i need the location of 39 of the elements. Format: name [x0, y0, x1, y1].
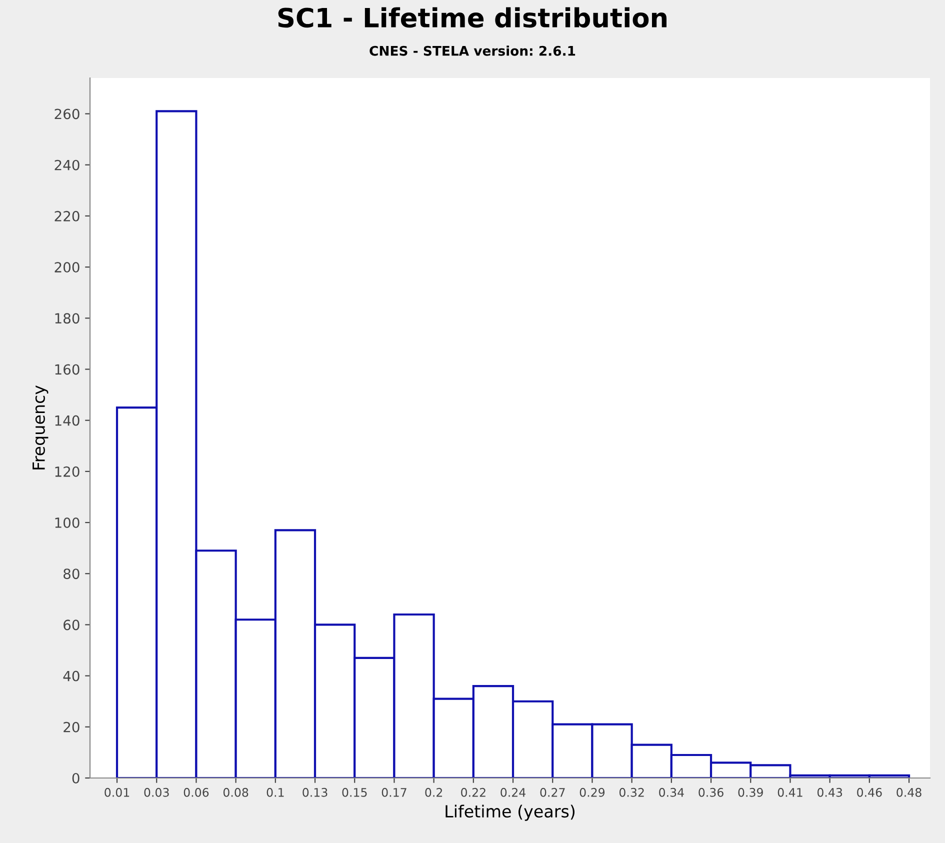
- x-tick-label: 0.41: [778, 788, 802, 797]
- y-tick-label: 0: [72, 772, 80, 784]
- y-tick-label: 140: [55, 415, 80, 426]
- y-tick-label: 80: [64, 568, 80, 580]
- x-tick-label: 0.43: [817, 788, 842, 797]
- chart-title: SC1 - Lifetime distribution: [278, 7, 666, 28]
- y-tick-label: 180: [55, 313, 80, 324]
- x-tick-label: 0.48: [896, 788, 922, 797]
- y-tick-label: 60: [64, 620, 80, 630]
- y-tick-label: 260: [54, 108, 80, 120]
- x-tick-label: 0.29: [580, 788, 605, 797]
- x-tick-label: 0.17: [382, 788, 406, 797]
- x-axis-title: Lifetime (years): [446, 804, 574, 821]
- y-tick-label: 120: [55, 466, 80, 477]
- y-tick-label: 20: [64, 722, 80, 732]
- y-tick-label: 100: [55, 517, 80, 528]
- chart-subtitle: CNES - STELA version: 2.6.1: [370, 46, 576, 56]
- x-tick-label: 0.34: [659, 788, 684, 797]
- x-tick-label: 0.13: [302, 788, 328, 797]
- x-tick-label: 0.2: [425, 788, 442, 797]
- x-tick-label: 0.03: [144, 788, 169, 797]
- x-tick-label: 0.22: [461, 788, 486, 797]
- y-tick-label: 160: [55, 364, 80, 375]
- x-tick-label: 0.32: [619, 788, 644, 797]
- y-tick-label: 240: [54, 160, 80, 170]
- x-tick-label: 0.08: [223, 788, 248, 797]
- x-tick-label: 0.01: [104, 788, 130, 797]
- x-tick-label: 0.46: [857, 788, 882, 797]
- y-tick-label: 200: [54, 262, 80, 273]
- x-tick-label: 0.1: [266, 788, 284, 797]
- x-tick-label: 0.36: [698, 788, 724, 797]
- y-axis-title: Frequency: [32, 385, 48, 470]
- x-tick-label: 0.39: [738, 788, 763, 797]
- y-tick-label: 220: [54, 210, 80, 222]
- y-tick-label: 40: [63, 670, 80, 682]
- x-tick-label: 0.15: [342, 788, 367, 797]
- x-tick-label: 0.27: [540, 788, 565, 797]
- x-tick-label: 0.06: [184, 788, 209, 797]
- x-tick-label: 0.24: [500, 788, 526, 797]
